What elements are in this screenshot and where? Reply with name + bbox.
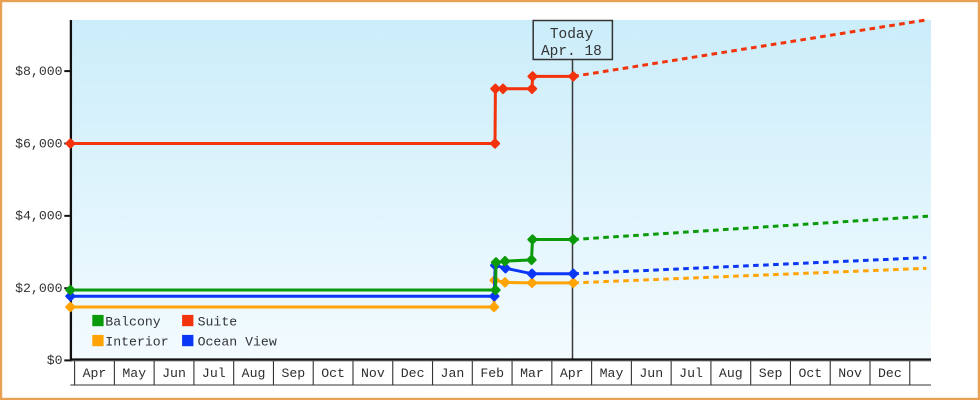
svg-text:Dec: Dec (401, 366, 425, 381)
svg-text:Mar: Mar (520, 366, 544, 381)
svg-text:Nov: Nov (361, 366, 385, 381)
svg-text:May: May (122, 366, 146, 381)
svg-text:Jun: Jun (162, 366, 186, 381)
svg-text:Sep: Sep (281, 366, 305, 381)
svg-text:Oct: Oct (798, 366, 822, 381)
svg-text:$2,000: $2,000 (15, 281, 63, 296)
svg-text:Suite: Suite (198, 314, 238, 329)
svg-text:Jul: Jul (202, 366, 226, 381)
svg-text:Ocean View: Ocean View (198, 334, 277, 349)
svg-text:Interior: Interior (105, 334, 168, 349)
svg-text:Aug: Aug (719, 366, 743, 381)
svg-text:Apr. 18: Apr. 18 (541, 44, 602, 60)
svg-text:May: May (600, 366, 624, 381)
svg-text:Today: Today (550, 27, 594, 43)
svg-text:Jul: Jul (679, 366, 703, 381)
svg-text:$8,000: $8,000 (15, 64, 63, 79)
svg-text:Sep: Sep (759, 366, 783, 381)
svg-text:Apr: Apr (83, 366, 107, 381)
svg-text:Aug: Aug (242, 366, 266, 381)
svg-text:Jan: Jan (441, 366, 465, 381)
svg-text:Jun: Jun (639, 366, 663, 381)
svg-text:Balcony: Balcony (105, 314, 160, 329)
svg-text:$4,000: $4,000 (15, 209, 63, 224)
svg-text:Dec: Dec (878, 366, 902, 381)
svg-text:Oct: Oct (321, 366, 345, 381)
svg-text:Nov: Nov (838, 366, 862, 381)
svg-text:Feb: Feb (480, 366, 504, 381)
svg-text:$6,000: $6,000 (15, 136, 63, 151)
svg-text:$0: $0 (47, 353, 63, 368)
svg-text:Apr: Apr (560, 366, 584, 381)
